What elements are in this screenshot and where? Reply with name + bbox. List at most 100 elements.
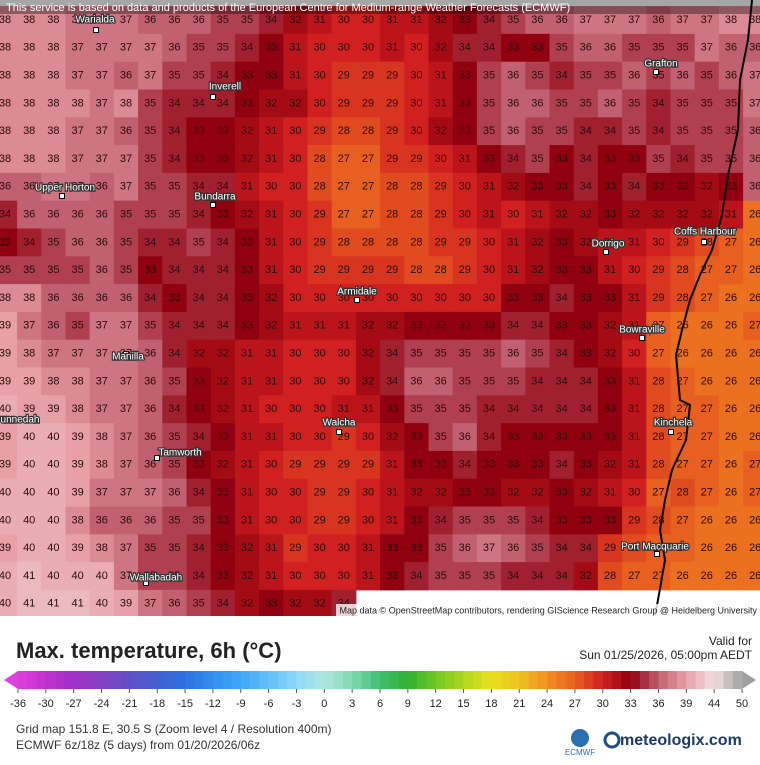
- colorbar-label: -24: [94, 698, 110, 710]
- temperature-cell: [694, 284, 720, 313]
- temperature-label: 26: [701, 348, 713, 360]
- temperature-cell: [718, 284, 744, 313]
- temperature-cell: [331, 145, 357, 174]
- temperature-label: 38: [749, 14, 760, 26]
- temperature-label: 35: [459, 570, 471, 582]
- temperature-label: 28: [386, 236, 398, 248]
- temperature-label: 34: [192, 97, 204, 109]
- temperature-cell: [331, 61, 357, 90]
- colorbar-swatch: [73, 671, 84, 689]
- temperature-label: 35: [47, 236, 59, 248]
- temperature-label: 26: [749, 403, 760, 415]
- temperature-cell: [113, 61, 139, 90]
- temperature-cell: [501, 117, 526, 146]
- temperature-label: 31: [507, 264, 519, 276]
- place-name: Bundarra: [194, 192, 236, 203]
- place-marker: [210, 202, 216, 208]
- colorbar-swatch: [612, 671, 622, 689]
- temperature-label: 35: [676, 42, 688, 54]
- temperature-cell: [259, 423, 284, 452]
- temperature-cell: [404, 339, 429, 368]
- temperature-cell: [283, 200, 308, 229]
- temperature-cell: [17, 395, 42, 424]
- temperature-cell: [89, 589, 115, 619]
- temperature-label: 29: [676, 236, 688, 248]
- temperature-label: 38: [23, 14, 35, 26]
- temperature-cell: [476, 256, 502, 285]
- temperature-label: 37: [120, 459, 132, 471]
- temperature-cell: [452, 562, 478, 591]
- temperature-label: 40: [47, 542, 59, 554]
- temperature-label: 30: [313, 403, 325, 415]
- temperature-cell: [452, 117, 478, 146]
- temperature-cell: [525, 367, 550, 396]
- temperature-label: 32: [289, 14, 301, 26]
- temperature-label: 35: [725, 153, 737, 165]
- temperature-label: 31: [362, 403, 374, 415]
- temperature-label: 28: [652, 403, 664, 415]
- temperature-cell: [283, 89, 308, 118]
- grid-labels: 38 38 38 37 37 37 36 36 36 35 35 34 32 31 30 30 31 31 32 33…: [0, 14, 760, 610]
- temperature-cell: [331, 423, 357, 452]
- colorbar-swatch: [64, 671, 74, 689]
- temperature-label: 31: [241, 514, 253, 526]
- temperature-label: 27: [652, 348, 664, 360]
- temperature-label: 34: [217, 292, 229, 304]
- temperature-cell: [428, 61, 454, 90]
- temperature-label: 28: [652, 431, 664, 443]
- temperature-cell: [622, 450, 647, 480]
- temperature-label: 37: [96, 487, 108, 499]
- temperature-cell: [743, 478, 760, 507]
- temperature-label: 32: [580, 487, 592, 499]
- map-credit: Map data © OpenStreetMap contributors, r…: [340, 605, 758, 615]
- temperature-cell: [428, 506, 454, 535]
- temperature-label: 33: [217, 487, 229, 499]
- temperature-label: 36: [749, 125, 760, 137]
- temperature-cell: [501, 339, 526, 368]
- temperature-label: 33: [580, 431, 592, 443]
- temperature-cell: [597, 200, 623, 229]
- temperature-label: 37: [120, 542, 132, 554]
- temperature-cell: [65, 450, 91, 480]
- temperature-label: 34: [241, 42, 253, 54]
- temperature-cell: [646, 423, 671, 452]
- temperature-label: 33: [580, 264, 592, 276]
- temperature-cell: [428, 395, 454, 424]
- temperature-label: 39: [71, 459, 83, 471]
- temperature-cell: [186, 145, 212, 174]
- colorbar-swatch: [36, 671, 47, 689]
- temperature-label: 30: [362, 14, 374, 26]
- temperature-label: 35: [507, 514, 519, 526]
- temperature-cell: [113, 228, 139, 257]
- temperature-label: 36: [144, 514, 156, 526]
- colorbar-swatch: [714, 671, 724, 689]
- temperature-label: 30: [313, 542, 325, 554]
- temperature-label: 38: [47, 14, 59, 26]
- temperature-label: 34: [531, 320, 543, 332]
- temperature-label: 36: [144, 459, 156, 471]
- temperature-label: 27: [652, 320, 664, 332]
- temperature-label: 39: [23, 375, 35, 387]
- temperature-label: 29: [434, 181, 446, 193]
- temperature-label: 40: [0, 514, 11, 526]
- temperature-label: 27: [676, 403, 688, 415]
- temperature-cell: [162, 395, 187, 424]
- temperature-label: 29: [652, 264, 664, 276]
- place-name: Upper Horton: [35, 183, 95, 194]
- temperature-label: 30: [483, 264, 495, 276]
- temperature-cell: [597, 117, 623, 146]
- temperature-label: 35: [168, 209, 180, 221]
- temperature-cell: [646, 284, 671, 313]
- temperature-cell: [210, 172, 236, 202]
- temperature-label: 31: [483, 181, 495, 193]
- temperature-label: 36: [168, 598, 180, 610]
- temperature-label: 31: [289, 42, 301, 54]
- temperature-label: 36: [434, 375, 446, 387]
- temperature-cell: [694, 89, 720, 118]
- temperature-label: 33: [192, 125, 204, 137]
- temperature-cell: [234, 61, 260, 90]
- temperature-cell: [65, 145, 91, 174]
- temperature-label: 36: [120, 292, 132, 304]
- temperature-cell: [743, 506, 760, 535]
- temperature-cell: [307, 172, 333, 202]
